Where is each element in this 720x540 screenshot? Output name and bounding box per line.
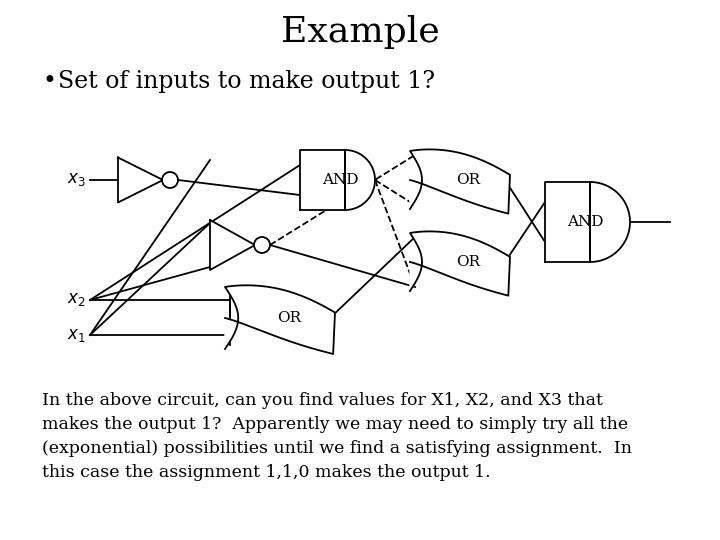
Text: AND: AND [567,215,604,229]
Text: OR: OR [456,255,480,269]
Text: OR: OR [276,311,301,325]
Text: $x_2$: $x_2$ [68,292,86,308]
Polygon shape [210,220,255,270]
Text: In the above circuit, can you find values for X1, X2, and X3 that
makes the outp: In the above circuit, can you find value… [42,392,632,482]
Circle shape [162,172,178,188]
Text: OR: OR [456,173,480,187]
Polygon shape [300,150,375,210]
Text: AND: AND [323,173,359,187]
Circle shape [254,237,270,253]
Text: $x_3$: $x_3$ [67,172,86,188]
Polygon shape [225,285,335,354]
Text: •: • [42,70,56,93]
Text: Set of inputs to make output 1?: Set of inputs to make output 1? [58,70,435,93]
Polygon shape [410,150,510,214]
Polygon shape [545,182,630,262]
Polygon shape [118,158,163,202]
Polygon shape [410,232,510,296]
Text: Example: Example [281,15,439,49]
Text: $x_1$: $x_1$ [68,327,86,343]
